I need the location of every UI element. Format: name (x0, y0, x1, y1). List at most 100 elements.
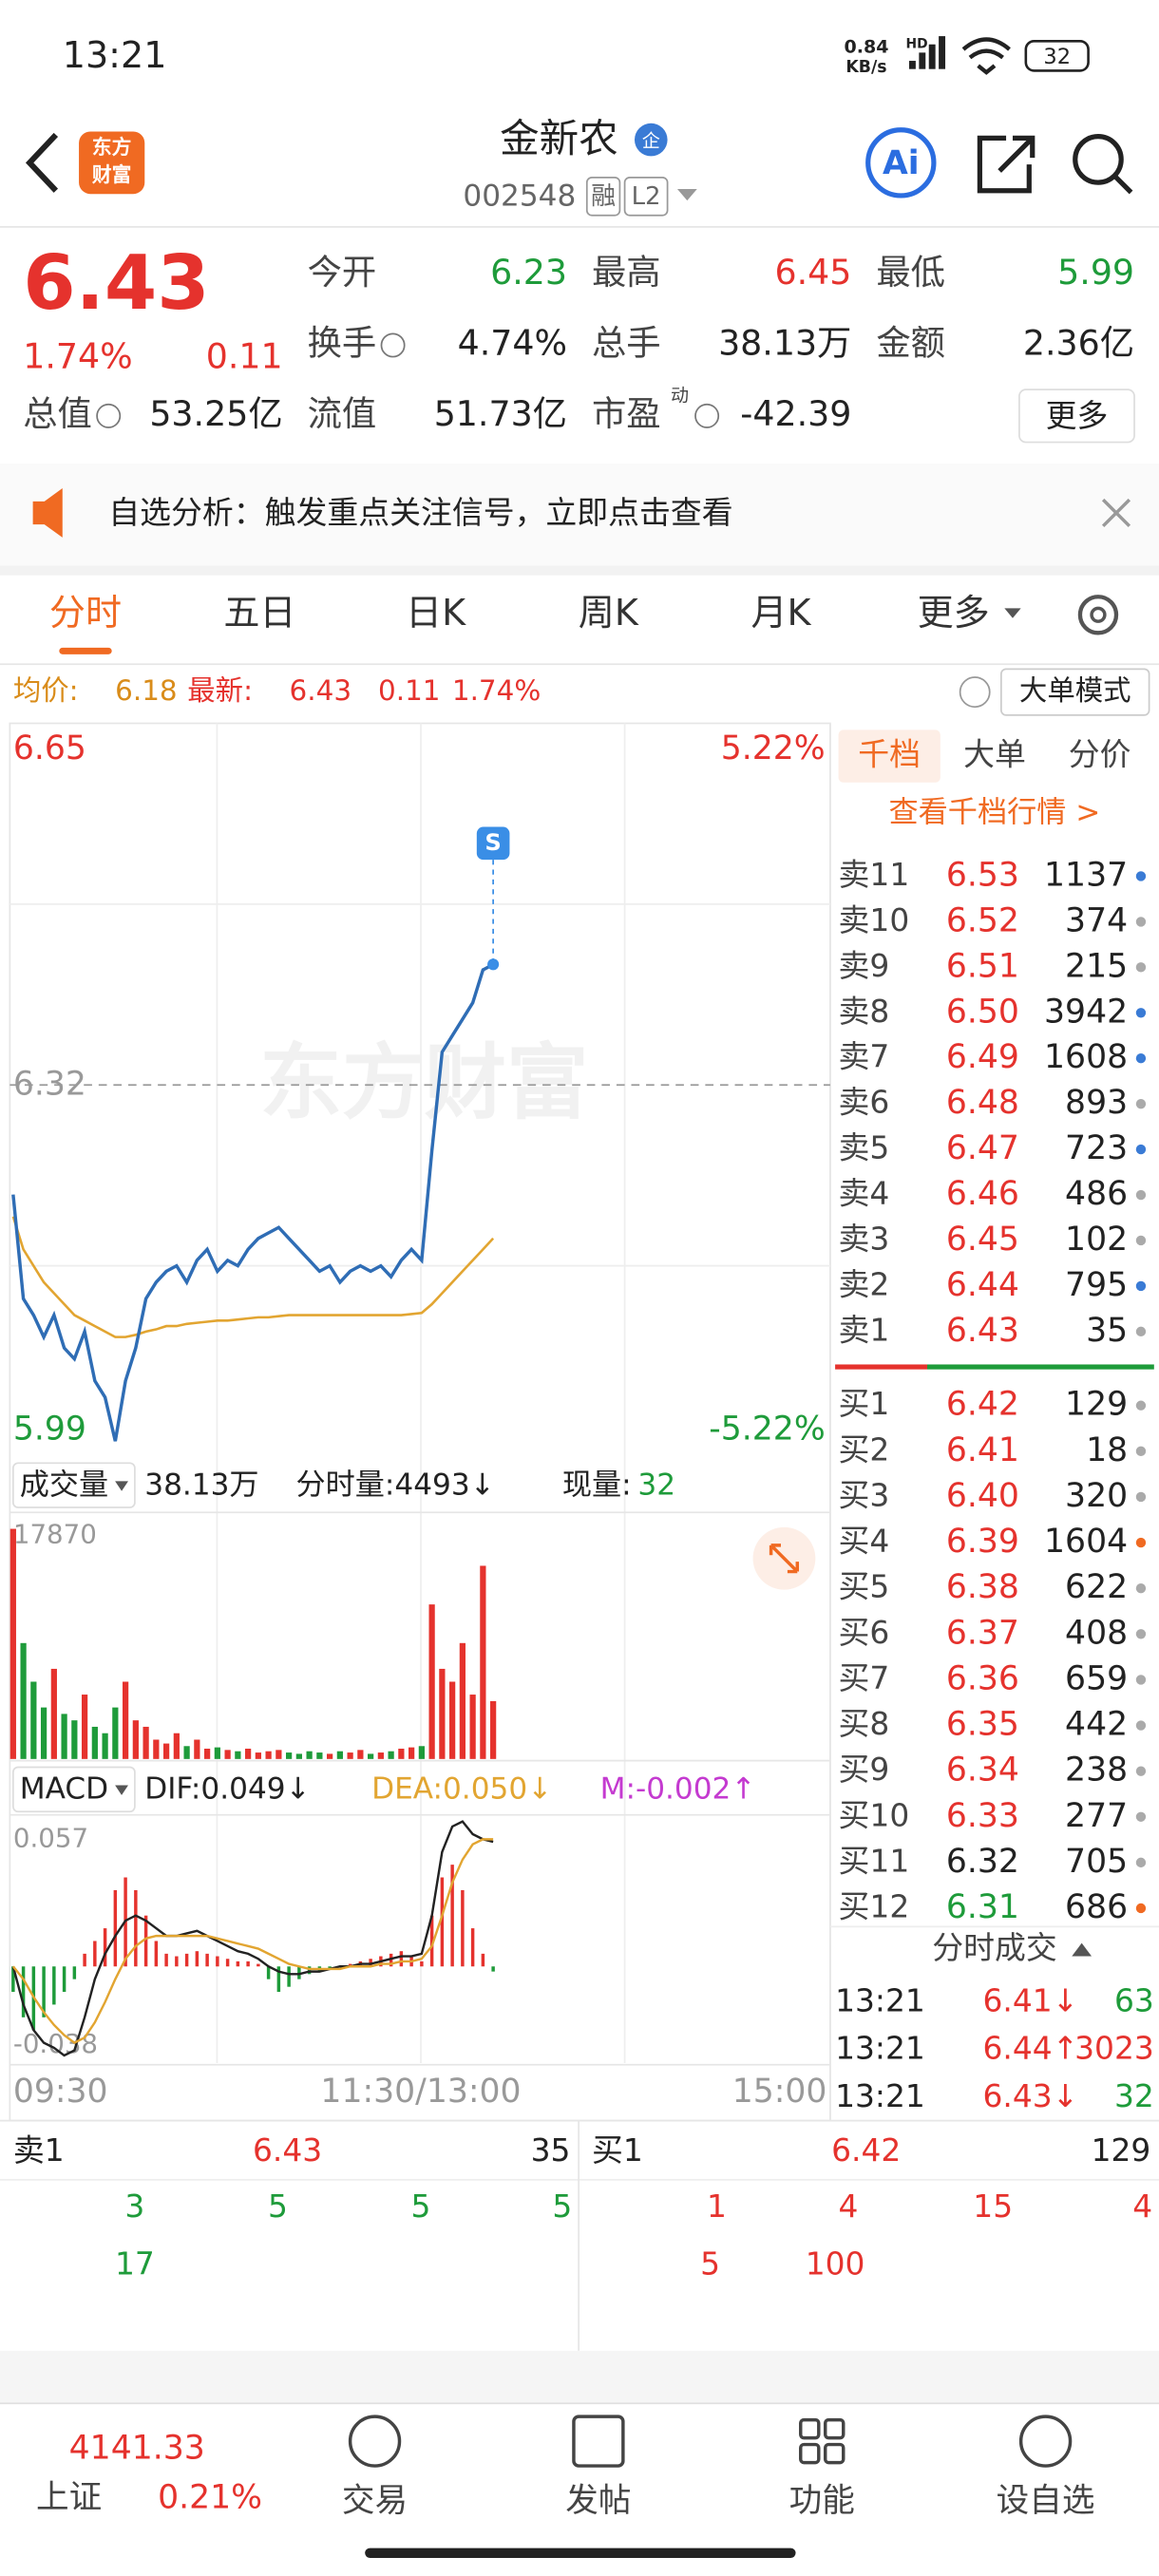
net-unit: KB/s (846, 58, 886, 77)
notice-text[interactable]: 自选分析：触发重点关注信号，立即点击查看 (108, 494, 732, 531)
book-tab[interactable]: 分价 (1069, 736, 1131, 773)
volume-bar (173, 1733, 180, 1759)
now-label: 现量: (562, 1468, 632, 1503)
field-label: 总值 (23, 393, 92, 434)
mode-button[interactable] (1000, 668, 1150, 716)
avg-line (11, 1216, 495, 1338)
dea-line (11, 1838, 494, 2045)
signal-badge[interactable] (476, 826, 510, 861)
book-label: 卖8 (839, 993, 890, 1030)
nav-item[interactable]: 发帖 (565, 2482, 631, 2520)
tab[interactable]: 日K (406, 592, 466, 634)
book-price: 6.43 (946, 1312, 1019, 1350)
signal-text[interactable]: S (484, 829, 501, 856)
volume-bar (316, 1752, 323, 1759)
tab[interactable]: 五日 (223, 592, 295, 634)
book-label: 卖9 (839, 947, 890, 984)
volume-bar (368, 1753, 374, 1759)
tab[interactable]: 周K (579, 592, 639, 634)
field-value: 5.99 (1057, 252, 1134, 293)
index-name: 上证 (36, 2479, 102, 2517)
nav-icon (348, 2415, 402, 2468)
book-volume: 622 (1065, 1568, 1128, 1606)
share-button[interactable] (977, 135, 1036, 194)
book-volume: 374 (1065, 901, 1128, 939)
book-label: 买10 (839, 1796, 910, 1833)
tab[interactable]: 分时 (49, 592, 122, 634)
field-label: 市盈 (592, 393, 661, 434)
volume-bar (490, 1700, 497, 1759)
tick-volume: 分时量:4493↓ (295, 1468, 494, 1503)
book-label: 卖11 (839, 856, 910, 893)
book-dot (1135, 1857, 1147, 1868)
nav-icon (799, 2417, 821, 2440)
tab[interactable]: 月K (750, 592, 811, 634)
book-volume: 893 (1065, 1084, 1128, 1122)
book-volume: 129 (1065, 1386, 1128, 1424)
book-volume: 277 (1065, 1797, 1128, 1835)
volume-bar (377, 1752, 384, 1759)
back-button[interactable] (25, 132, 59, 193)
volume-bar (327, 1753, 333, 1759)
book-dot (1135, 1144, 1147, 1155)
book-price: 6.41 (946, 1431, 1019, 1469)
volume-bar (398, 1748, 405, 1759)
field-value: 4.74% (458, 322, 567, 363)
last-value: 6.43 (290, 674, 352, 707)
book-volume: 1608 (1044, 1038, 1128, 1076)
book-price: 6.36 (946, 1659, 1019, 1697)
net-type: HD (906, 37, 928, 52)
volume-bar (183, 1746, 190, 1759)
volume-bar (20, 1642, 27, 1759)
volume-bar (469, 1695, 476, 1759)
field-value: 51.73亿 (434, 393, 567, 434)
search-handle (1112, 174, 1133, 195)
close-notice[interactable] (1101, 498, 1131, 528)
search-button[interactable] (1073, 134, 1124, 185)
book-dot (1135, 1675, 1147, 1685)
macd-bar (287, 1966, 291, 1987)
book-price: 6.40 (946, 1477, 1019, 1515)
bid-queue: 4 (838, 2188, 858, 2225)
more-button[interactable] (1018, 388, 1135, 444)
speaker-icon (32, 488, 63, 538)
macd-bar (154, 1941, 159, 1967)
tab[interactable]: 更多 (918, 592, 990, 634)
book-dot (1135, 1629, 1147, 1639)
macd-bar (399, 1951, 404, 1967)
book-tab[interactable]: 大单 (963, 736, 1026, 773)
macd-bar (134, 1889, 138, 1967)
book-dot (1135, 1537, 1147, 1548)
mode-label[interactable]: 大单模式 (1019, 674, 1131, 707)
volume-bar (224, 1750, 231, 1759)
ask-price: 6.43 (253, 2131, 322, 2169)
book-price: 6.37 (946, 1614, 1019, 1652)
last-point (487, 958, 500, 971)
field-sup: 动 (671, 386, 689, 407)
ask-label: 卖1 (13, 2131, 65, 2169)
volume-label: 成交量 (20, 1468, 108, 1503)
volume-bar (244, 1748, 252, 1759)
nav-item[interactable]: 设自选 (997, 2482, 1095, 2520)
dea-label: DEA:0.050↓ (371, 1772, 552, 1807)
field-label: 今开 (308, 252, 377, 293)
more-label[interactable]: 更多 (1046, 397, 1109, 434)
pct-bottom-label: -5.22% (709, 1411, 825, 1449)
macd-bar (113, 1889, 118, 1967)
x-label: 15:00 (732, 2073, 827, 2111)
home-indicator (365, 2548, 796, 2558)
nav-item[interactable]: 功能 (789, 2482, 855, 2520)
trades-title: 分时成交 (932, 1929, 1057, 1966)
book-link[interactable]: 查看千档行情 > (889, 796, 1101, 830)
settings-button[interactable] (1077, 595, 1119, 635)
field-label: 最高 (592, 252, 661, 293)
notice-bar[interactable] (0, 464, 1159, 566)
ai-button[interactable] (865, 127, 937, 199)
net-speed: 0.84 (845, 37, 889, 58)
volume-selector[interactable] (11, 1462, 136, 1508)
book-tab[interactable]: 千档 (858, 736, 921, 773)
nav-item[interactable]: 交易 (342, 2482, 408, 2520)
volume-bar (214, 1747, 220, 1759)
macd-selector[interactable] (11, 1766, 136, 1813)
